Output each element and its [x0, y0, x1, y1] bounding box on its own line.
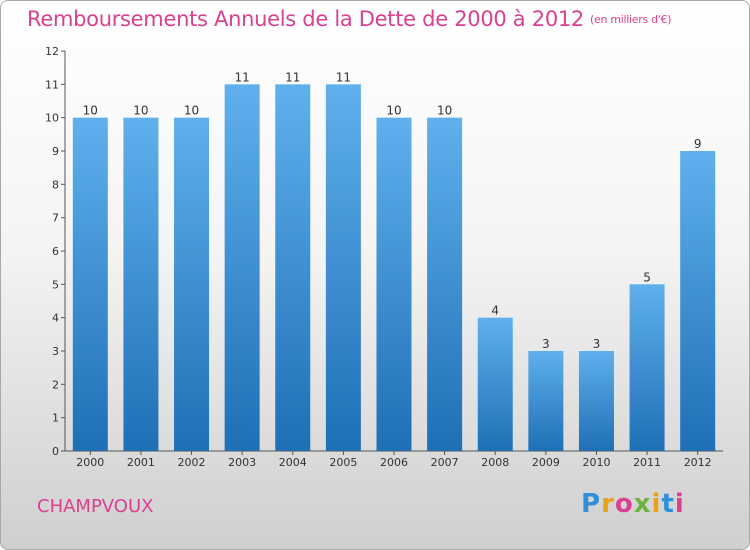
value-label: 11: [336, 70, 351, 84]
y-tick-label: 12: [45, 45, 59, 58]
bar: [72, 117, 108, 452]
value-label: 10: [437, 104, 452, 118]
bar: [376, 117, 412, 452]
x-tick-label: 2001: [127, 456, 155, 469]
x-tick-label: 2006: [380, 456, 408, 469]
x-tick-label: 2005: [329, 456, 357, 469]
y-tick-label: 10: [45, 112, 59, 125]
x-tick-label: 2011: [633, 456, 661, 469]
value-label: 4: [491, 304, 499, 318]
value-label: 9: [694, 137, 702, 151]
bar: [680, 151, 716, 451]
value-label: 10: [386, 104, 401, 118]
proxiti-logo: Proxiti: [581, 489, 685, 519]
y-tick-label: 6: [52, 245, 59, 258]
x-tick-label: 2010: [582, 456, 610, 469]
x-tick-label: 2000: [76, 456, 104, 469]
x-tick-label: 2002: [178, 456, 206, 469]
x-tick-label: 2008: [481, 456, 509, 469]
value-label: 3: [593, 337, 601, 351]
value-label: 3: [542, 337, 550, 351]
value-label: 10: [184, 104, 199, 118]
bar: [325, 84, 361, 451]
x-tick-label: 2004: [279, 456, 307, 469]
y-tick-label: 9: [52, 145, 59, 158]
chart-title-text: Remboursements Annuels de la Dette de 20…: [27, 7, 584, 31]
bar: [528, 351, 564, 451]
y-tick-label: 1: [52, 412, 59, 425]
bar: [578, 351, 614, 451]
bar: [477, 317, 513, 451]
value-label: 5: [643, 270, 651, 284]
x-tick-label: 2007: [431, 456, 459, 469]
y-tick-label: 7: [52, 212, 59, 225]
y-tick-label: 11: [45, 78, 59, 91]
value-label: 10: [83, 104, 98, 118]
y-tick-label: 3: [52, 345, 59, 358]
chart-bars: [72, 84, 716, 452]
x-tick-label: 2009: [532, 456, 560, 469]
chart-subtitle: (en milliers d'€): [590, 13, 672, 26]
bar: [224, 84, 260, 451]
bar: [123, 117, 159, 452]
y-tick-label: 0: [52, 445, 59, 458]
bar: [427, 117, 463, 452]
chart-labels: 2000 10 2001 10 2002 10 2003 11 2004 11 2005 11 2006…: [76, 70, 711, 469]
chart-title: Remboursements Annuels de la Dette de 20…: [27, 7, 671, 31]
value-label: 11: [285, 70, 300, 84]
bar: [629, 284, 665, 451]
x-tick-label: 2003: [228, 456, 256, 469]
value-label: 10: [133, 104, 148, 118]
y-tick-label: 8: [52, 178, 59, 191]
y-tick-label: 5: [52, 278, 59, 291]
value-label: 11: [235, 70, 250, 84]
y-tick-label: 4: [52, 312, 59, 325]
bar: [275, 84, 311, 451]
y-tick-label: 2: [52, 378, 59, 391]
bar: [174, 117, 210, 452]
x-tick-label: 2012: [684, 456, 712, 469]
commune-name: CHAMPVOUX: [37, 496, 154, 517]
